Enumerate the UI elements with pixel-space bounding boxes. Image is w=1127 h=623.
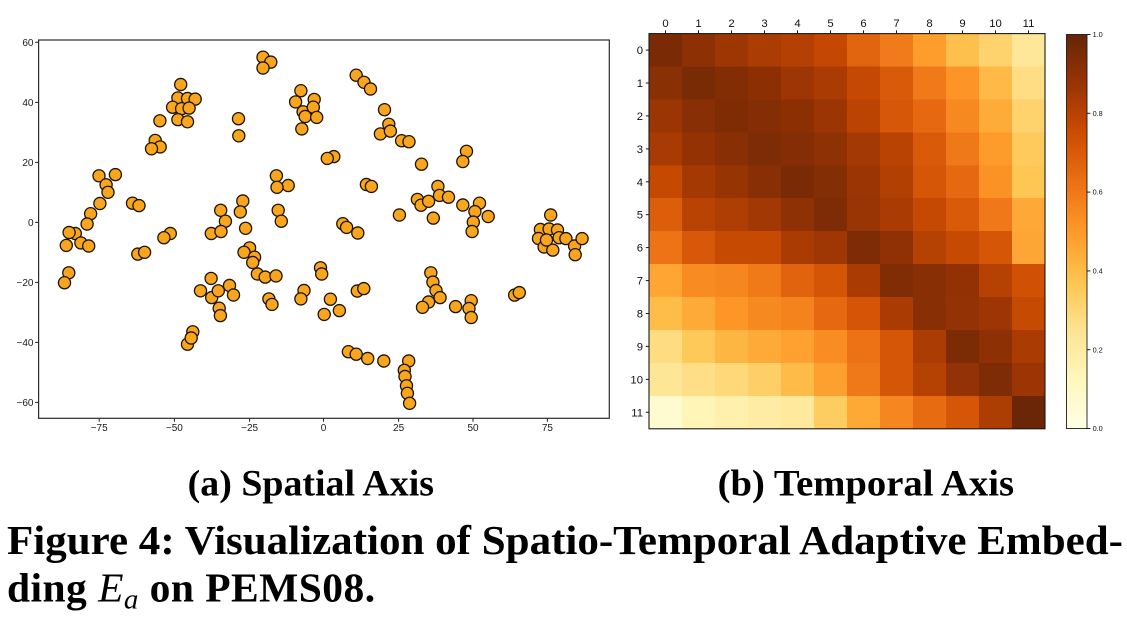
svg-text:11: 11 bbox=[1023, 18, 1035, 30]
svg-text:20: 20 bbox=[22, 158, 34, 169]
svg-text:8: 8 bbox=[637, 309, 643, 321]
svg-text:6: 6 bbox=[637, 243, 643, 255]
svg-text:0.6: 0.6 bbox=[1093, 188, 1103, 197]
svg-text:50: 50 bbox=[467, 423, 479, 434]
svg-text:3: 3 bbox=[761, 18, 767, 30]
svg-text:40: 40 bbox=[22, 98, 34, 109]
svg-text:0: 0 bbox=[321, 423, 327, 434]
svg-text:−75: −75 bbox=[91, 423, 108, 434]
svg-text:8: 8 bbox=[926, 18, 932, 30]
svg-text:0: 0 bbox=[662, 18, 668, 30]
svg-text:0.0: 0.0 bbox=[1093, 424, 1103, 433]
svg-text:0: 0 bbox=[28, 218, 34, 229]
svg-text:1: 1 bbox=[695, 18, 701, 30]
svg-text:4: 4 bbox=[794, 18, 800, 30]
svg-text:0.2: 0.2 bbox=[1093, 345, 1103, 354]
svg-text:5: 5 bbox=[827, 18, 833, 30]
svg-text:6: 6 bbox=[860, 18, 866, 30]
svg-text:−25: −25 bbox=[241, 423, 258, 434]
svg-text:(a) Spatial Axis: (a) Spatial Axis bbox=[188, 463, 434, 504]
svg-text:Figure 4: Visualization of Spa: Figure 4: Visualization of Spatio-Tempor… bbox=[7, 517, 1123, 563]
svg-text:ding Ea on PEMS08.: ding Ea on PEMS08. bbox=[7, 565, 376, 616]
svg-text:9: 9 bbox=[637, 341, 643, 353]
svg-text:11: 11 bbox=[631, 407, 643, 419]
svg-text:2: 2 bbox=[637, 111, 643, 123]
svg-text:−40: −40 bbox=[17, 338, 34, 349]
svg-text:0.4: 0.4 bbox=[1093, 267, 1103, 276]
svg-text:10: 10 bbox=[989, 18, 1002, 30]
svg-text:0: 0 bbox=[637, 45, 643, 57]
svg-text:4: 4 bbox=[637, 177, 643, 189]
svg-text:25: 25 bbox=[393, 423, 405, 434]
svg-text:60: 60 bbox=[22, 38, 34, 49]
svg-text:1: 1 bbox=[637, 78, 643, 90]
svg-text:9: 9 bbox=[959, 18, 965, 30]
svg-text:7: 7 bbox=[893, 18, 899, 30]
svg-text:(b) Temporal Axis: (b) Temporal Axis bbox=[718, 463, 1014, 504]
svg-text:0.8: 0.8 bbox=[1093, 109, 1103, 118]
svg-text:−60: −60 bbox=[17, 398, 34, 409]
svg-text:1.0: 1.0 bbox=[1093, 30, 1103, 39]
svg-text:10: 10 bbox=[630, 374, 643, 386]
svg-text:5: 5 bbox=[637, 210, 643, 222]
svg-text:7: 7 bbox=[637, 276, 643, 288]
svg-text:2: 2 bbox=[728, 18, 734, 30]
svg-text:−50: −50 bbox=[166, 423, 183, 434]
svg-text:−20: −20 bbox=[17, 278, 34, 289]
svg-text:3: 3 bbox=[637, 144, 643, 156]
svg-text:75: 75 bbox=[542, 423, 554, 434]
